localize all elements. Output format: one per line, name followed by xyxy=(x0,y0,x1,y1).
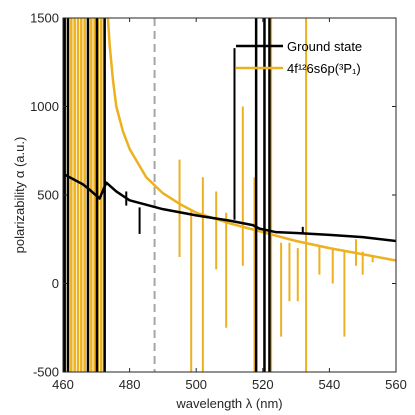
y-tick-label: 500 xyxy=(37,188,59,203)
x-tick-label: 500 xyxy=(185,377,207,392)
x-axis-title: wavelength λ (nm) xyxy=(175,396,282,411)
y-tick-label: 0 xyxy=(52,276,59,291)
y-tick-label: -500 xyxy=(33,365,59,380)
series-ground xyxy=(63,18,396,372)
x-tick-label: 540 xyxy=(319,377,341,392)
series-excited-line xyxy=(106,18,396,262)
x-tick-label: 560 xyxy=(385,377,407,392)
y-tick-label: 1500 xyxy=(30,11,59,26)
legend-label-ground: Ground state xyxy=(287,39,362,54)
x-tick-label: 460 xyxy=(52,377,74,392)
y-tick-label: 1000 xyxy=(30,99,59,114)
legend-label-excited: 4f¹²6s6p(³P₁) xyxy=(287,61,361,76)
plot-area xyxy=(63,18,396,372)
y-axis-title: polarizability α (a.u.) xyxy=(12,137,27,254)
legend: Ground state 4f¹²6s6p(³P₁) xyxy=(236,39,362,76)
x-tick-label: 480 xyxy=(119,377,141,392)
x-tick-label: 520 xyxy=(252,377,274,392)
